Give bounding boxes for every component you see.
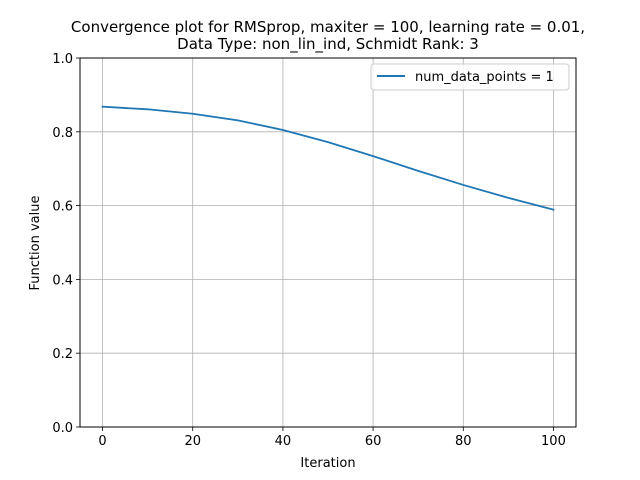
legend-entry-label: num_data_points = 1 — [415, 70, 554, 85]
chart-title: Convergence plot for RMSprop, maxiter = … — [71, 18, 585, 36]
chart-subtitle: Data Type: non_lin_ind, Schmidt Rank: 3 — [177, 35, 479, 54]
y-tick-label: 0.0 — [52, 421, 73, 436]
x-tick-label: 40 — [275, 434, 292, 449]
x-tick-label: 100 — [541, 434, 566, 449]
y-axis-label: Function value — [28, 196, 43, 291]
legend: num_data_points = 1 — [370, 63, 570, 91]
x-tick-label: 80 — [455, 434, 472, 449]
y-tick-label: 0.6 — [52, 200, 73, 215]
x-tick-label: 60 — [365, 434, 382, 449]
y-tick-label: 1.0 — [52, 52, 73, 67]
y-tick-label: 0.4 — [52, 273, 73, 288]
x-axis: 0 20 40 60 80 100 — [98, 427, 566, 449]
y-tick-label: 0.2 — [52, 347, 73, 362]
series-line-0 — [101, 105, 555, 211]
plot-frame — [79, 57, 577, 428]
x-axis-label: Iteration — [300, 456, 355, 471]
grid-lines — [80, 57, 576, 428]
y-axis: 0.0 0.2 0.4 0.6 0.8 1.0 — [52, 52, 80, 436]
legend-box — [370, 63, 570, 91]
series-layer — [101, 105, 555, 211]
x-tick-label: 20 — [184, 434, 201, 449]
y-tick-label: 0.8 — [52, 126, 73, 141]
x-tick-label: 0 — [98, 434, 106, 449]
